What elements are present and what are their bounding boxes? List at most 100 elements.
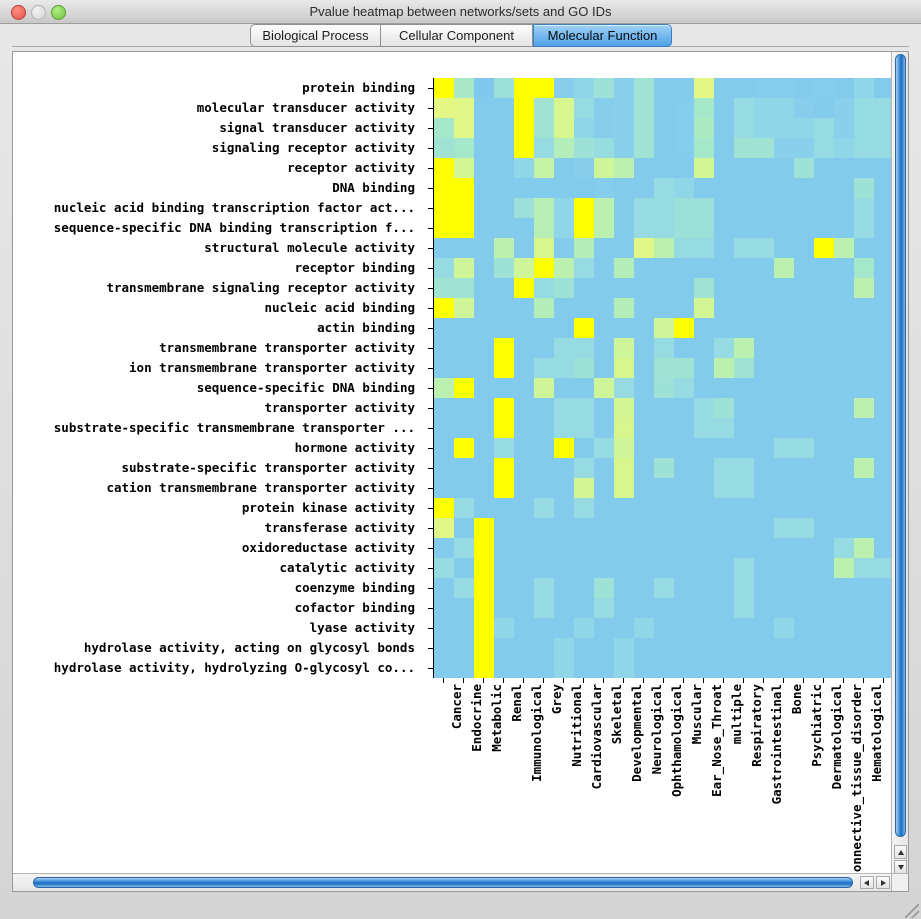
- heatmap-cell[interactable]: [734, 558, 754, 578]
- heatmap-cell[interactable]: [794, 218, 814, 238]
- heatmap-cell[interactable]: [654, 118, 674, 138]
- heatmap-cell[interactable]: [574, 458, 594, 478]
- window-resize-grip[interactable]: [905, 904, 919, 918]
- heatmap-cell[interactable]: [574, 378, 594, 398]
- heatmap-cell[interactable]: [634, 378, 654, 398]
- heatmap-cell[interactable]: [734, 398, 754, 418]
- heatmap-cell[interactable]: [614, 338, 634, 358]
- heatmap-cell[interactable]: [534, 378, 554, 398]
- heatmap-cell[interactable]: [514, 238, 534, 258]
- heatmap-cell[interactable]: [594, 158, 614, 178]
- heatmap-cell[interactable]: [754, 238, 774, 258]
- heatmap-cell[interactable]: [874, 438, 892, 458]
- heatmap-cell[interactable]: [494, 238, 514, 258]
- heatmap-cell[interactable]: [594, 558, 614, 578]
- heatmap-cell[interactable]: [634, 458, 654, 478]
- heatmap-cell[interactable]: [514, 438, 534, 458]
- heatmap-cell[interactable]: [554, 158, 574, 178]
- heatmap-cell[interactable]: [454, 558, 474, 578]
- heatmap-cell[interactable]: [474, 238, 494, 258]
- heatmap-cell[interactable]: [814, 438, 834, 458]
- heatmap-cell[interactable]: [474, 198, 494, 218]
- heatmap-cell[interactable]: [654, 438, 674, 458]
- heatmap-cell[interactable]: [734, 458, 754, 478]
- heatmap-cell[interactable]: [674, 398, 694, 418]
- heatmap-cell[interactable]: [554, 118, 574, 138]
- heatmap-cell[interactable]: [554, 478, 574, 498]
- heatmap-cell[interactable]: [554, 298, 574, 318]
- heatmap-cell[interactable]: [434, 258, 454, 278]
- heatmap-cell[interactable]: [754, 398, 774, 418]
- heatmap-cell[interactable]: [694, 138, 714, 158]
- heatmap-cell[interactable]: [854, 78, 874, 98]
- heatmap-cell[interactable]: [534, 118, 554, 138]
- heatmap-cell[interactable]: [574, 438, 594, 458]
- heatmap-cell[interactable]: [574, 638, 594, 658]
- heatmap-cell[interactable]: [494, 638, 514, 658]
- heatmap-cell[interactable]: [534, 518, 554, 538]
- heatmap-cell[interactable]: [834, 478, 854, 498]
- heatmap-cell[interactable]: [674, 618, 694, 638]
- heatmap-cell[interactable]: [554, 558, 574, 578]
- heatmap-cell[interactable]: [874, 238, 892, 258]
- heatmap-cell[interactable]: [654, 98, 674, 118]
- heatmap-cell[interactable]: [534, 78, 554, 98]
- heatmap-cell[interactable]: [514, 138, 534, 158]
- heatmap-cell[interactable]: [574, 158, 594, 178]
- heatmap-cell[interactable]: [734, 438, 754, 458]
- heatmap-cell[interactable]: [574, 498, 594, 518]
- heatmap-cell[interactable]: [774, 518, 794, 538]
- heatmap-cell[interactable]: [694, 458, 714, 478]
- heatmap-cell[interactable]: [854, 98, 874, 118]
- heatmap-cell[interactable]: [754, 338, 774, 358]
- heatmap-cell[interactable]: [674, 198, 694, 218]
- scroll-up-arrow-icon[interactable]: [894, 845, 907, 859]
- heatmap-cell[interactable]: [694, 398, 714, 418]
- heatmap-cell[interactable]: [534, 278, 554, 298]
- heatmap-cell[interactable]: [734, 578, 754, 598]
- heatmap-cell[interactable]: [734, 98, 754, 118]
- heatmap-cell[interactable]: [534, 138, 554, 158]
- heatmap-cell[interactable]: [474, 638, 494, 658]
- heatmap-cell[interactable]: [534, 638, 554, 658]
- heatmap-cell[interactable]: [494, 278, 514, 298]
- heatmap-cell[interactable]: [814, 498, 834, 518]
- heatmap-cell[interactable]: [674, 538, 694, 558]
- heatmap-cell[interactable]: [554, 658, 574, 678]
- heatmap-cell[interactable]: [594, 78, 614, 98]
- heatmap-cell[interactable]: [814, 578, 834, 598]
- heatmap-cell[interactable]: [654, 298, 674, 318]
- heatmap-cell[interactable]: [434, 78, 454, 98]
- heatmap-cell[interactable]: [614, 158, 634, 178]
- heatmap-cell[interactable]: [714, 98, 734, 118]
- heatmap-cell[interactable]: [794, 598, 814, 618]
- heatmap-cell[interactable]: [614, 98, 634, 118]
- heatmap-cell[interactable]: [874, 658, 892, 678]
- heatmap-cell[interactable]: [794, 118, 814, 138]
- heatmap-cell[interactable]: [734, 158, 754, 178]
- heatmap-cell[interactable]: [554, 178, 574, 198]
- heatmap-cell[interactable]: [494, 198, 514, 218]
- heatmap-cell[interactable]: [834, 98, 854, 118]
- heatmap-cell[interactable]: [774, 618, 794, 638]
- heatmap-cell[interactable]: [794, 278, 814, 298]
- heatmap-cell[interactable]: [774, 558, 794, 578]
- heatmap-cell[interactable]: [454, 278, 474, 298]
- heatmap-cell[interactable]: [754, 138, 774, 158]
- heatmap-cell[interactable]: [854, 318, 874, 338]
- heatmap-cell[interactable]: [814, 98, 834, 118]
- heatmap-cell[interactable]: [754, 198, 774, 218]
- heatmap-cell[interactable]: [794, 498, 814, 518]
- heatmap-cell[interactable]: [594, 538, 614, 558]
- heatmap-cell[interactable]: [674, 318, 694, 338]
- heatmap-cell[interactable]: [434, 358, 454, 378]
- heatmap-cell[interactable]: [554, 518, 574, 538]
- heatmap-cell[interactable]: [734, 138, 754, 158]
- heatmap-cell[interactable]: [514, 338, 534, 358]
- heatmap-cell[interactable]: [594, 178, 614, 198]
- heatmap-cell[interactable]: [874, 338, 892, 358]
- heatmap-cell[interactable]: [754, 518, 774, 538]
- heatmap-cell[interactable]: [874, 258, 892, 278]
- heatmap-cell[interactable]: [634, 258, 654, 278]
- heatmap-cell[interactable]: [854, 398, 874, 418]
